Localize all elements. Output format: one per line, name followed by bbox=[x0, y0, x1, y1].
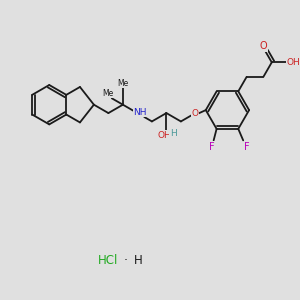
Text: ·: · bbox=[124, 254, 128, 267]
Text: HCl: HCl bbox=[98, 254, 119, 267]
Text: NH: NH bbox=[134, 108, 147, 117]
Text: H: H bbox=[134, 254, 142, 267]
Text: O: O bbox=[260, 41, 267, 51]
Text: F: F bbox=[244, 142, 250, 152]
Text: Me: Me bbox=[102, 89, 113, 98]
Text: F: F bbox=[209, 142, 214, 152]
Text: OH: OH bbox=[286, 58, 300, 67]
Text: OH: OH bbox=[158, 131, 171, 140]
Text: O: O bbox=[191, 109, 198, 118]
Text: Me: Me bbox=[117, 79, 128, 88]
Text: H: H bbox=[170, 129, 177, 138]
